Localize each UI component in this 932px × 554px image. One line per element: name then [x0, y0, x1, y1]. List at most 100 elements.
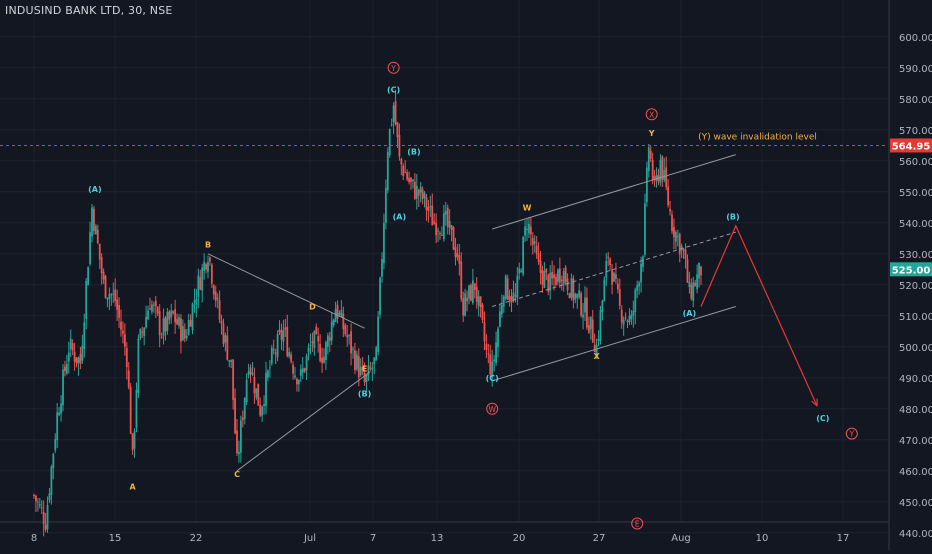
candle-body	[574, 294, 577, 299]
candle-body	[626, 320, 629, 323]
candle-body	[191, 303, 194, 331]
channel-midline[interactable]	[492, 231, 736, 307]
price-tag-box	[890, 138, 932, 153]
candle-body	[311, 341, 314, 344]
wave-circle	[645, 108, 658, 121]
candle-body	[620, 309, 623, 323]
candle-body	[599, 310, 602, 341]
candle-body	[442, 213, 445, 240]
candle-body	[413, 181, 416, 199]
candle-body	[236, 430, 238, 454]
trend-line[interactable]	[236, 371, 371, 472]
candle-body	[249, 367, 252, 374]
candle-body	[404, 172, 407, 174]
candle-body	[133, 431, 136, 449]
candle-body	[448, 220, 451, 228]
candle-body	[694, 282, 697, 287]
wave-label: E	[362, 365, 367, 374]
candle-body	[317, 335, 320, 342]
candle-body	[123, 334, 126, 347]
candle-body	[415, 185, 418, 199]
candle-body	[209, 257, 211, 262]
candle-body	[243, 398, 246, 419]
candle-body	[470, 284, 472, 301]
candle-body	[321, 357, 323, 363]
candle-body	[518, 268, 521, 274]
forecast-path[interactable]	[700, 224, 818, 406]
candle-body	[268, 367, 271, 369]
candle-body	[444, 210, 447, 215]
trend-line[interactable]	[492, 306, 736, 382]
candle-body	[85, 280, 88, 319]
price-tag-box	[890, 262, 932, 277]
candle-body	[587, 325, 590, 333]
wave-circle	[387, 61, 400, 74]
candle-body	[458, 255, 461, 264]
candle-body	[100, 257, 103, 274]
candle-body	[154, 300, 157, 307]
candle-body	[112, 293, 115, 295]
candle-body	[388, 128, 391, 156]
trend-line[interactable]	[492, 154, 736, 230]
candle-body	[582, 314, 584, 318]
candle-body	[692, 282, 695, 301]
trend-line[interactable]	[207, 253, 365, 329]
time-tick-label: 20	[513, 533, 526, 544]
candle-body	[558, 268, 561, 283]
candle-body	[158, 311, 161, 336]
candle-body	[510, 296, 513, 303]
candle-body	[220, 320, 223, 324]
candle-body	[193, 300, 196, 302]
wave-circle-label: Y	[390, 64, 396, 73]
candle-body	[408, 177, 410, 183]
candle-body	[247, 371, 250, 376]
candle-body	[487, 353, 490, 355]
candle-body	[377, 316, 380, 352]
candle-body	[224, 335, 227, 343]
candle-body	[44, 524, 47, 530]
candle-body	[143, 327, 146, 337]
candle-body	[595, 344, 598, 356]
candle-body	[491, 361, 494, 378]
candle-body	[120, 321, 122, 330]
candle-body	[344, 325, 347, 335]
candle-body	[284, 327, 287, 330]
candle-body	[69, 338, 72, 350]
candle-body	[50, 466, 53, 496]
candle-body	[94, 225, 97, 235]
candle-body	[566, 278, 569, 291]
candle-body	[267, 370, 269, 378]
candle-body	[475, 287, 478, 302]
candle-body	[263, 403, 265, 407]
candle-body	[555, 276, 557, 285]
candle-body	[553, 274, 555, 279]
candle-body	[199, 277, 202, 290]
candle-body	[427, 207, 430, 211]
candle-body	[636, 285, 639, 291]
candle-body	[417, 189, 420, 196]
candle-body	[323, 356, 325, 363]
candle-body	[65, 364, 68, 374]
wave-label: (C)	[486, 374, 499, 383]
candle-body	[334, 309, 337, 323]
wave-circle-label: X	[649, 110, 654, 119]
candle-body	[539, 260, 542, 273]
candle-body	[141, 331, 144, 333]
candle-body	[75, 357, 78, 363]
time-tick-label: 27	[593, 533, 606, 544]
candle-body	[671, 214, 673, 232]
candle-body	[114, 289, 117, 302]
candle-body	[450, 225, 453, 230]
candle-body	[528, 223, 530, 234]
candle-body	[481, 304, 484, 321]
time-tick-label: 7	[370, 533, 376, 544]
candle-body	[410, 177, 412, 183]
candle-body	[222, 323, 225, 345]
candle-body	[589, 316, 592, 330]
candle-body	[375, 347, 378, 361]
candle-body	[471, 280, 474, 303]
candle-body	[508, 296, 511, 301]
candle-body	[512, 292, 515, 300]
